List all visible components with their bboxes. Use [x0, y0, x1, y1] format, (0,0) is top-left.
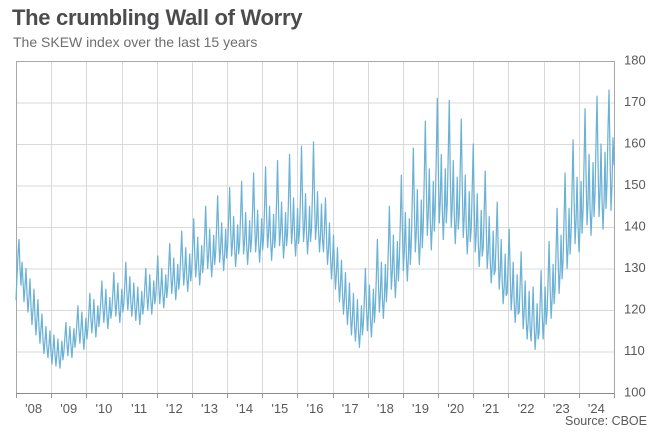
svg-text:110: 110: [624, 343, 645, 358]
svg-text:160: 160: [624, 135, 646, 150]
svg-text:130: 130: [624, 260, 646, 275]
svg-text:'18: '18: [377, 401, 394, 416]
x-axis-tick-labels: '08 '09 '10 '11 '12 '13 '14 '15 '16 '17 '18 '19 '20 '…: [25, 401, 605, 416]
svg-text:'24: '24: [588, 401, 605, 416]
y-axis-tick-labels: 100 110 120 130 140 150 160 170 180: [624, 52, 646, 399]
svg-text:'12: '12: [166, 401, 183, 416]
data-series-line: [15, 89, 615, 369]
svg-text:180: 180: [624, 52, 646, 67]
source-note: Source: CBOE: [565, 414, 647, 428]
x-axis-ticks: [16, 393, 615, 398]
svg-text:'09: '09: [60, 401, 77, 416]
svg-text:'19: '19: [412, 401, 429, 416]
page-subtitle: The SKEW index over the last 15 years: [13, 34, 258, 50]
svg-text:100: 100: [624, 384, 646, 399]
svg-text:'13: '13: [201, 401, 218, 416]
svg-text:'21: '21: [482, 401, 499, 416]
svg-text:150: 150: [624, 177, 646, 192]
svg-text:'14: '14: [236, 401, 253, 416]
svg-text:'16: '16: [307, 401, 324, 416]
svg-text:170: 170: [624, 94, 646, 109]
svg-text:'08: '08: [25, 401, 42, 416]
plot-border: [16, 61, 615, 394]
svg-text:120: 120: [624, 301, 646, 316]
svg-text:'11: '11: [131, 401, 147, 416]
svg-text:'20: '20: [447, 401, 464, 416]
svg-text:'23: '23: [553, 401, 570, 416]
svg-text:'10: '10: [95, 401, 112, 416]
svg-text:140: 140: [624, 218, 646, 233]
page-title: The crumbling Wall of Worry: [12, 5, 303, 30]
svg-text:'17: '17: [342, 401, 359, 416]
svg-text:'15: '15: [271, 401, 288, 416]
svg-text:'22: '22: [518, 401, 535, 416]
